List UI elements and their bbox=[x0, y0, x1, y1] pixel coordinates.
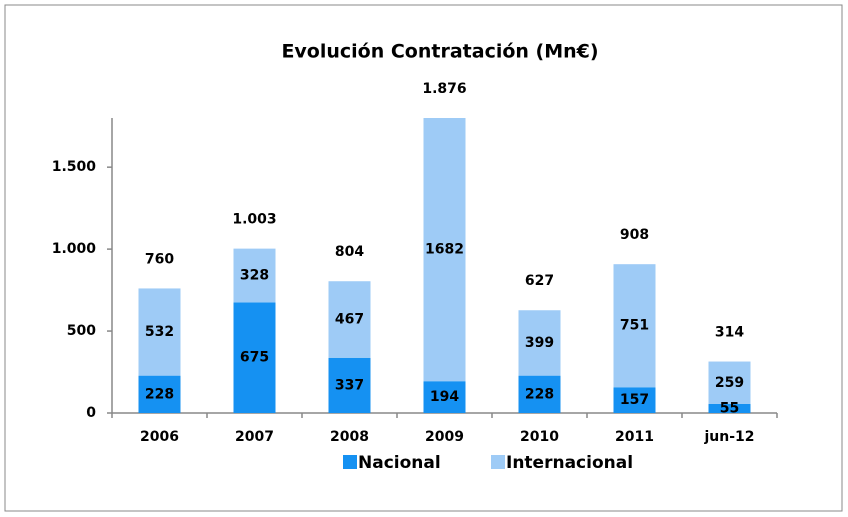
bar-segment bbox=[708, 403, 751, 413]
bar-segment bbox=[328, 357, 371, 413]
bar-segment bbox=[328, 281, 371, 358]
x-tick-label: 2007 bbox=[235, 429, 274, 445]
total-label: 804 bbox=[335, 244, 364, 260]
bar-segment bbox=[613, 387, 656, 413]
bar-segment bbox=[233, 248, 276, 303]
data-label: 751 bbox=[620, 318, 649, 334]
bar-segment bbox=[613, 264, 656, 388]
x-tick-label: 2010 bbox=[520, 429, 559, 445]
data-label: 467 bbox=[335, 312, 364, 328]
chart-title: Evolución Contratación (Mn€) bbox=[281, 41, 598, 63]
data-label: 194 bbox=[430, 389, 459, 405]
legend-label: Internacional bbox=[506, 453, 633, 473]
bar-segment bbox=[518, 310, 561, 376]
y-tick-label: 1.000 bbox=[52, 241, 97, 257]
legend-swatch bbox=[343, 455, 357, 469]
total-label: 1.876 bbox=[422, 81, 466, 97]
data-label: 55 bbox=[720, 400, 739, 416]
x-tick-label: jun-12 bbox=[703, 429, 754, 445]
total-label: 760 bbox=[145, 251, 174, 267]
x-tick-label: 2006 bbox=[140, 429, 179, 445]
data-label: 328 bbox=[240, 267, 269, 283]
bar-segment bbox=[138, 375, 181, 413]
y-tick-label: 1.500 bbox=[52, 159, 97, 175]
total-label: 314 bbox=[715, 325, 744, 341]
x-tick-label: 2008 bbox=[330, 429, 369, 445]
total-label: 627 bbox=[525, 273, 554, 289]
data-label: 337 bbox=[335, 377, 364, 393]
data-label: 399 bbox=[525, 335, 554, 351]
legend-swatch bbox=[491, 455, 505, 469]
data-label: 259 bbox=[715, 375, 744, 391]
bars bbox=[138, 118, 751, 413]
x-tick-label: 2011 bbox=[615, 429, 654, 445]
bar-segment bbox=[233, 302, 276, 413]
y-tick-label: 500 bbox=[67, 323, 96, 339]
data-label: 228 bbox=[525, 386, 554, 402]
data-label: 675 bbox=[240, 350, 269, 366]
bar-segment bbox=[423, 381, 466, 413]
legend-label: Nacional bbox=[358, 453, 441, 473]
bar-segment bbox=[518, 375, 561, 413]
bar-segment bbox=[423, 118, 466, 382]
data-label: 532 bbox=[145, 324, 174, 340]
bar-segment bbox=[708, 361, 751, 404]
bar-segment bbox=[138, 288, 181, 376]
total-label: 908 bbox=[620, 227, 649, 243]
data-label: 228 bbox=[145, 386, 174, 402]
y-tick-label: 0 bbox=[86, 405, 96, 421]
data-label: 1682 bbox=[425, 242, 464, 258]
x-tick-label: 2009 bbox=[425, 429, 464, 445]
total-label: 1.003 bbox=[232, 212, 276, 228]
data-label: 157 bbox=[620, 392, 649, 408]
